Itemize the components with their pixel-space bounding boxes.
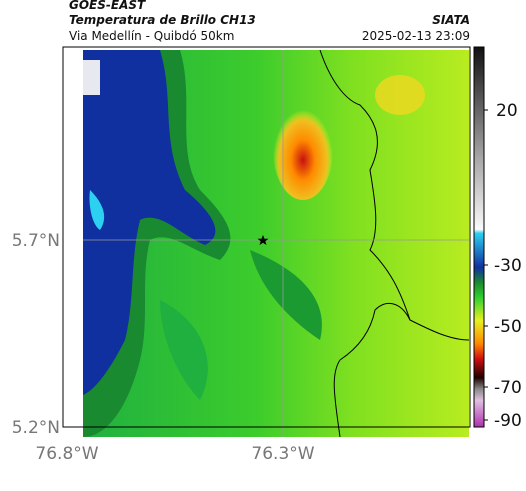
product: Temperatura de Brillo CH13 — [69, 13, 256, 27]
colorbar-label: -70 — [494, 378, 522, 398]
timestamp: 2025-02-13 23:09 — [362, 29, 470, 43]
agency: SIATA — [432, 13, 470, 27]
route: Via Medellín - Quibdó 50km — [69, 29, 234, 43]
colorbar-label: -50 — [494, 317, 522, 337]
map-frame — [62, 46, 471, 428]
lat-label: 5.7°N — [12, 231, 60, 251]
colorbar-label: 20 — [496, 101, 518, 121]
lon-label: 76.8°W — [35, 444, 98, 464]
lon-label: 76.3°W — [251, 444, 314, 464]
satellite-image — [83, 50, 469, 437]
satellite: GOES-EAST — [69, 0, 146, 12]
colorbar-ticks — [484, 109, 488, 421]
colorbar — [473, 46, 485, 428]
colorbar-label: -30 — [494, 256, 522, 276]
lat-label: 5.2°N — [12, 418, 60, 438]
colorbar-label: -90 — [494, 411, 522, 431]
